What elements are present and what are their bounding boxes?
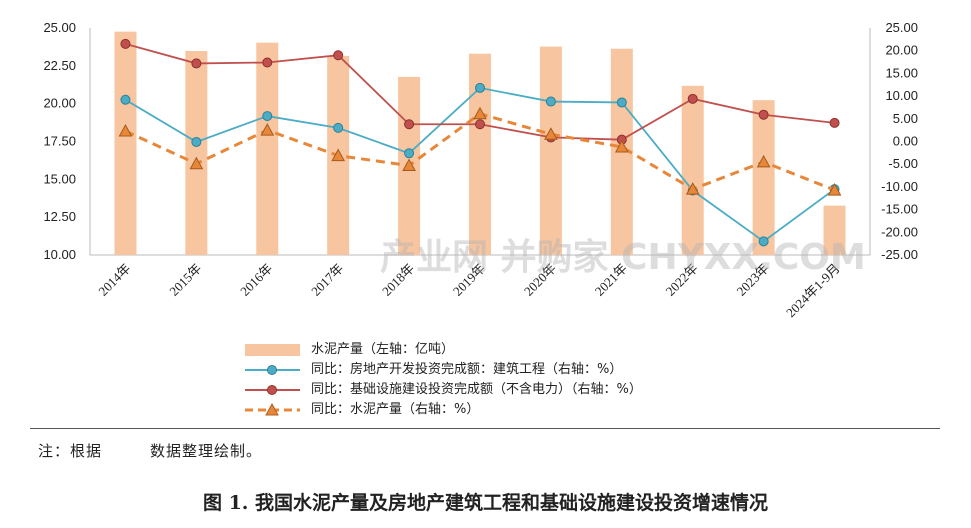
x-category-label: 2017年 bbox=[308, 261, 346, 299]
data-point-triangle bbox=[189, 156, 204, 170]
data-point-triangle bbox=[402, 158, 416, 172]
left-tick-label: 20.00 bbox=[43, 96, 76, 111]
left-tick-label: 10.00 bbox=[43, 247, 76, 262]
legend-swatch-line bbox=[245, 380, 305, 400]
x-category-label: 2021年 bbox=[592, 261, 630, 299]
right-axis-ticks: -25.00 -20.00 -15.00 -10.00 -5.00 0.00 5.00 10.… bbox=[881, 20, 918, 262]
data-point bbox=[475, 82, 485, 93]
legend-item-cement-yoy: 同比：水泥产量（右轴：%） bbox=[245, 400, 642, 420]
bar bbox=[256, 42, 279, 255]
x-category-label: 2018年 bbox=[379, 261, 417, 299]
data-point-triangle bbox=[331, 148, 346, 162]
data-point bbox=[829, 117, 840, 128]
x-category-label: 2022年 bbox=[663, 261, 701, 299]
data-point bbox=[333, 122, 344, 133]
legend-swatch-line bbox=[245, 360, 305, 380]
data-point-triangle bbox=[614, 139, 629, 153]
figure-caption: 图 1. 我国水泥产量及房地产建筑工程和基础设施建设投资增速情况 bbox=[202, 492, 769, 514]
x-category-label: 2020年 bbox=[521, 261, 559, 299]
data-point-triangle bbox=[473, 106, 487, 120]
x-axis-categories: 2014年 2015年 2016年 2017年 2018年 2019年 2020年 2021年… bbox=[95, 261, 842, 321]
legend-swatch-dashed bbox=[245, 400, 305, 420]
data-point-triangle bbox=[118, 124, 133, 137]
right-tick-label: 5.00 bbox=[893, 111, 918, 126]
bar bbox=[681, 85, 704, 256]
legend-item-infrastructure: 同比：基础设施建设投资完成额（不含电力）（右轴：%） bbox=[245, 380, 642, 400]
bar-series bbox=[114, 31, 846, 256]
legend-label: 水泥产量（左轴：亿吨） bbox=[311, 342, 455, 357]
data-point bbox=[758, 109, 769, 120]
data-point bbox=[333, 50, 344, 61]
left-tick-label: 22.50 bbox=[43, 58, 76, 73]
divider-top bbox=[30, 428, 940, 429]
right-tick-label: -20.00 bbox=[881, 224, 918, 239]
data-point bbox=[120, 38, 131, 49]
right-tick-label: -25.00 bbox=[881, 247, 918, 262]
data-point-triangle bbox=[827, 183, 842, 196]
data-point bbox=[687, 93, 698, 104]
data-point bbox=[404, 119, 415, 130]
right-tick-label: 15.00 bbox=[885, 65, 918, 80]
right-tick-label: -5.00 bbox=[888, 156, 918, 171]
legend-label: 同比：基础设施建设投资完成额（不含电力）（右轴：%） bbox=[311, 382, 642, 397]
data-point bbox=[262, 57, 273, 68]
x-category-label: 2023年 bbox=[734, 261, 772, 299]
legend-swatch-bar bbox=[245, 340, 305, 360]
data-point bbox=[616, 97, 627, 108]
data-point bbox=[191, 58, 202, 69]
x-category-label: 2016年 bbox=[237, 261, 275, 299]
bar bbox=[539, 46, 562, 255]
right-tick-label: 10.00 bbox=[885, 88, 918, 103]
right-tick-label: -15.00 bbox=[881, 202, 918, 217]
data-point bbox=[475, 119, 485, 130]
legend: 水泥产量（左轴：亿吨） 同比：房地产开发投资完成额：建筑工程（右轴：%） 同比：… bbox=[245, 340, 642, 420]
right-tick-label: 0.00 bbox=[893, 134, 918, 149]
right-tick-label: 25.00 bbox=[885, 20, 918, 35]
bar bbox=[469, 53, 491, 255]
bar bbox=[752, 100, 775, 255]
source-note: 注：根据 数据整理绘制。 bbox=[38, 442, 263, 460]
data-point-triangle bbox=[544, 127, 558, 140]
legend-label: 同比：房地产开发投资完成额：建筑工程（右轴：%） bbox=[311, 362, 623, 377]
bar bbox=[823, 205, 846, 255]
data-point bbox=[404, 148, 415, 159]
data-point-triangle bbox=[685, 182, 700, 195]
line-series-group bbox=[118, 38, 842, 247]
x-category-label: 2015年 bbox=[166, 261, 204, 299]
x-category-label: 2024年1-9月 bbox=[783, 261, 843, 321]
data-point bbox=[545, 96, 556, 107]
bar bbox=[185, 51, 208, 255]
left-tick-label: 17.50 bbox=[43, 134, 76, 149]
data-point bbox=[191, 136, 202, 147]
x-category-label: 2019年 bbox=[450, 261, 488, 299]
right-tick-label: -10.00 bbox=[881, 179, 918, 194]
left-tick-label: 25.00 bbox=[43, 20, 76, 35]
x-category-label: 2014年 bbox=[95, 261, 133, 299]
legend-item-real-estate: 同比：房地产开发投资完成额：建筑工程（右轴：%） bbox=[245, 360, 642, 380]
data-point-triangle bbox=[756, 154, 771, 168]
data-point-triangle bbox=[260, 123, 275, 136]
data-point bbox=[758, 236, 769, 247]
right-tick-label: 20.00 bbox=[885, 43, 918, 58]
left-axis-ticks: 10.00 12.50 15.00 17.50 20.00 22.50 25.00 bbox=[43, 20, 76, 262]
combo-chart: 10.00 12.50 15.00 17.50 20.00 22.50 25.00 -25.… bbox=[43, 20, 918, 321]
left-tick-label: 12.50 bbox=[43, 209, 76, 224]
data-point bbox=[120, 94, 131, 105]
left-tick-label: 15.00 bbox=[43, 171, 76, 186]
legend-label: 同比：水泥产量（右轴：%） bbox=[311, 402, 480, 417]
bar bbox=[114, 31, 137, 255]
legend-item-cement-output: 水泥产量（左轴：亿吨） bbox=[245, 340, 642, 360]
data-point bbox=[262, 111, 273, 122]
